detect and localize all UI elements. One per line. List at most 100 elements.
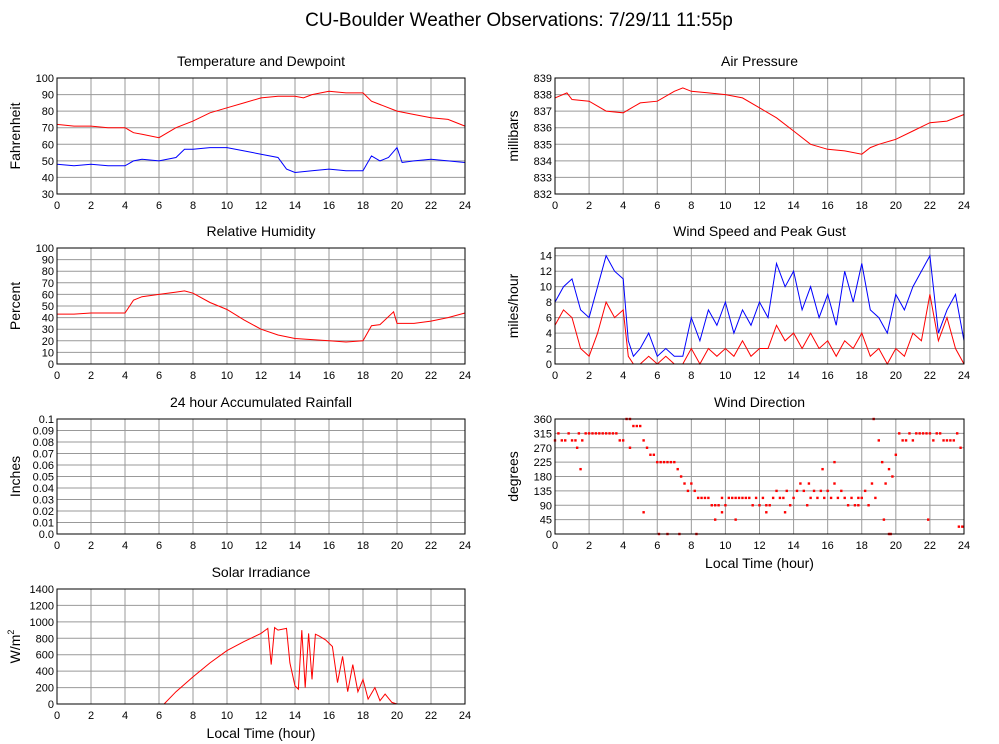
data-point (693, 489, 696, 493)
data-point (857, 496, 860, 500)
data-point (618, 439, 621, 442)
x-tick-label: 14 (289, 710, 301, 722)
y-tick-label: 30 (42, 189, 54, 201)
y-tick-label: 20 (42, 336, 54, 348)
x-tick-label: 8 (190, 540, 196, 552)
y-axis-label: Fahrenheit (7, 102, 23, 169)
y-tick-label: 40 (42, 172, 54, 184)
data-point (645, 446, 649, 449)
data-point (877, 439, 880, 442)
data-point (894, 453, 898, 456)
data-point (649, 453, 652, 456)
x-tick-label: 0 (54, 540, 60, 552)
data-point (935, 432, 938, 435)
x-tick-label: 4 (122, 540, 128, 552)
y-tick-label: 360 (534, 414, 552, 426)
y-tick-label: 837 (534, 106, 552, 118)
x-tick-label: 18 (856, 370, 868, 382)
data-point (567, 432, 570, 435)
y-axis-label: degrees (505, 451, 521, 502)
x-tick-label: 0 (54, 370, 60, 382)
y-tick-label: 12 (540, 266, 552, 278)
x-tick-label: 6 (654, 200, 660, 212)
x-tick-label: 10 (221, 370, 233, 382)
x-tick-label: 12 (255, 710, 267, 722)
data-point (737, 496, 741, 500)
data-point (853, 504, 857, 507)
series-line-1 (56, 146, 466, 174)
y-tick-label: 10 (540, 282, 552, 294)
x-tick-label: 4 (122, 200, 128, 212)
x-tick-label: 18 (357, 540, 369, 552)
data-point (666, 460, 669, 464)
chart-title: Wind Direction (714, 394, 805, 410)
x-tick-label: 12 (753, 200, 765, 212)
y-tick-label: 14 (540, 251, 552, 263)
chart-solar: 0 2 4 6 8 10 12 14 16 18 20 22 240200400600800100012… (6, 564, 471, 741)
data-point (557, 432, 560, 435)
data-point (850, 496, 853, 500)
y-tick-label: 45 (540, 515, 552, 527)
data-point (713, 518, 717, 521)
data-point (961, 525, 964, 528)
x-tick-label: 0 (552, 200, 558, 212)
x-tick-label: 2 (88, 540, 94, 552)
x-tick-label: 2 (586, 200, 592, 212)
data-point (683, 482, 686, 485)
chart-title: Solar Irradiance (212, 564, 311, 580)
y-tick-label: 0.01 (33, 518, 54, 530)
data-point (642, 511, 645, 514)
y-tick-label: 80 (42, 266, 54, 278)
y-tick-label: 0.0 (39, 529, 54, 541)
x-tick-label: 18 (856, 200, 868, 212)
data-point (717, 504, 720, 507)
data-point (765, 511, 768, 514)
chart-winddir: 0 2 4 6 8 10 12 14 16 18 20 22 240459013518022527031… (505, 394, 970, 571)
x-tick-label: 22 (924, 370, 936, 382)
x-tick-label: 18 (357, 200, 369, 212)
data-point (908, 432, 911, 435)
data-point (860, 496, 863, 500)
data-point (807, 482, 811, 485)
data-point (833, 460, 836, 464)
y-tick-label: 600 (36, 650, 54, 662)
data-point (575, 446, 579, 449)
y-tick-label: 50 (42, 301, 54, 313)
x-tick-label: 6 (156, 200, 162, 212)
y-tick-label: 0.05 (33, 472, 54, 484)
data-point (587, 432, 591, 435)
y-axis-label: W/m2 (6, 630, 23, 664)
data-point (591, 432, 594, 435)
data-point (867, 504, 870, 507)
x-tick-label: 2 (586, 540, 592, 552)
data-point (918, 432, 921, 435)
x-tick-label: 14 (787, 370, 799, 382)
data-point (710, 504, 713, 507)
data-point (734, 496, 737, 500)
y-axis-label: millibars (505, 110, 521, 161)
data-point (788, 504, 792, 507)
y-tick-label: 0 (546, 529, 552, 541)
x-tick-label: 16 (323, 200, 335, 212)
data-point (713, 504, 717, 507)
x-tick-label: 20 (391, 200, 403, 212)
x-tick-label: 20 (391, 540, 403, 552)
series-line-0 (57, 290, 466, 343)
data-point (720, 511, 724, 514)
y-tick-label: 135 (534, 486, 552, 498)
data-point (662, 460, 666, 464)
data-point (700, 496, 703, 500)
x-tick-label: 6 (156, 710, 162, 722)
x-tick-label: 12 (753, 370, 765, 382)
x-tick-label: 10 (221, 200, 233, 212)
data-point (821, 467, 824, 471)
y-tick-label: 839 (534, 73, 552, 85)
x-tick-label: 24 (958, 370, 970, 382)
x-tick-label: 14 (289, 200, 301, 212)
data-point (955, 432, 959, 435)
x-tick-label: 8 (190, 370, 196, 382)
series-line-0 (56, 90, 466, 139)
data-point (911, 439, 915, 442)
y-tick-label: 8 (546, 297, 552, 309)
y-tick-label: 0.08 (33, 437, 54, 449)
